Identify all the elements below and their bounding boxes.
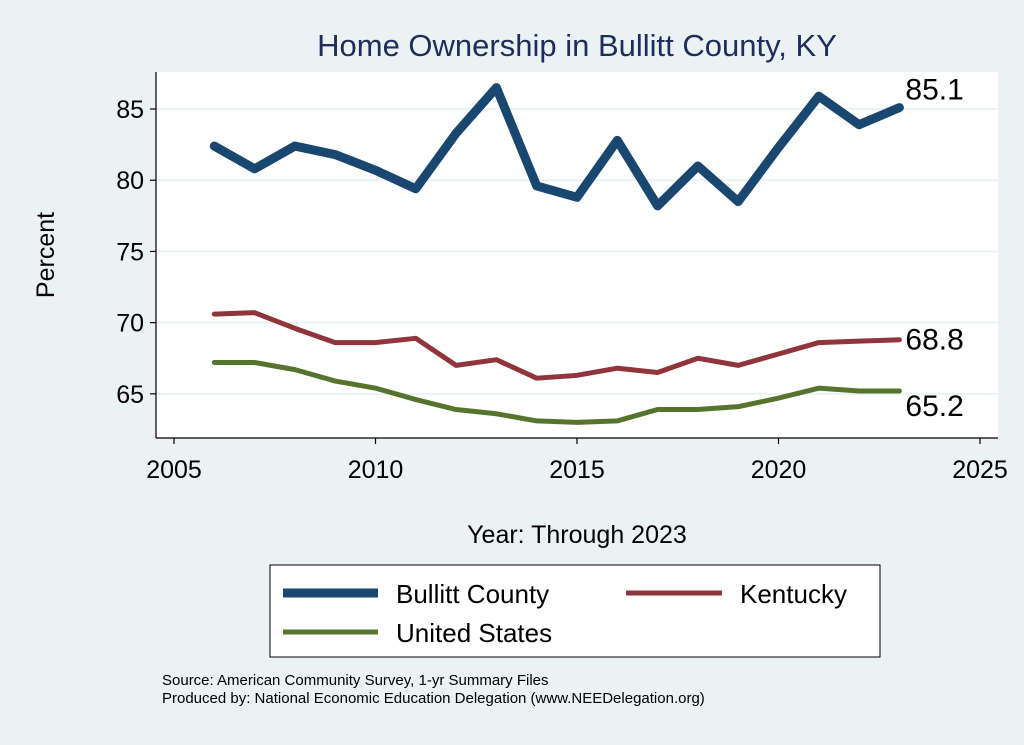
x-tick-label: 2020 bbox=[751, 456, 807, 484]
end-value-label: 65.2 bbox=[905, 390, 963, 423]
series-line-kentucky bbox=[211, 310, 902, 381]
y-tick-label: 80 bbox=[116, 167, 144, 195]
x-tick-label: 2015 bbox=[549, 456, 605, 484]
end-value-label: 68.8 bbox=[905, 324, 963, 357]
produced-by-note: Produced by: National Economic Education… bbox=[162, 690, 705, 707]
legend: Bullitt County Kentucky United States bbox=[269, 564, 881, 658]
x-tick-label: 2025 bbox=[952, 456, 1008, 484]
legend-label-bullitt: Bullitt County bbox=[396, 579, 549, 609]
source-note: Source: American Community Survey, 1-yr … bbox=[162, 672, 549, 689]
y-tick-label: 70 bbox=[116, 310, 144, 338]
y-tick-label: 65 bbox=[116, 381, 144, 409]
plot-area bbox=[156, 72, 998, 438]
x-tick-label: 2005 bbox=[146, 456, 202, 484]
chart-title: Home Ownership in Bullitt County, KY bbox=[317, 28, 837, 63]
legend-label-us: United States bbox=[396, 618, 552, 648]
y-tick-label: 75 bbox=[116, 238, 144, 266]
series-line-bullitt-county bbox=[209, 83, 904, 211]
series-line-united-states bbox=[211, 360, 902, 425]
x-axis-label: Year: Through 2023 bbox=[467, 521, 687, 549]
end-value-label: 85.1 bbox=[905, 74, 963, 107]
y-tick-label: 85 bbox=[116, 96, 144, 124]
x-tick-label: 2010 bbox=[348, 456, 404, 484]
legend-label-kentucky: Kentucky bbox=[740, 579, 847, 609]
y-axis-label: Percent bbox=[32, 212, 60, 298]
